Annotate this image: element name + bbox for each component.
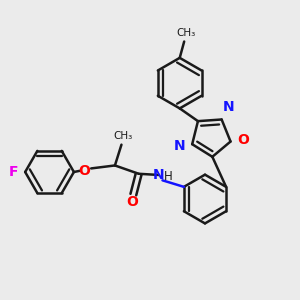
Text: N: N xyxy=(153,168,165,182)
Text: O: O xyxy=(79,164,91,178)
Text: O: O xyxy=(126,195,138,209)
Text: CH₃: CH₃ xyxy=(176,28,195,38)
Text: N: N xyxy=(174,139,186,153)
Text: H: H xyxy=(164,170,172,183)
Text: CH₃: CH₃ xyxy=(113,131,133,141)
Text: O: O xyxy=(237,133,249,147)
Text: N: N xyxy=(223,100,235,114)
Text: F: F xyxy=(9,165,19,179)
